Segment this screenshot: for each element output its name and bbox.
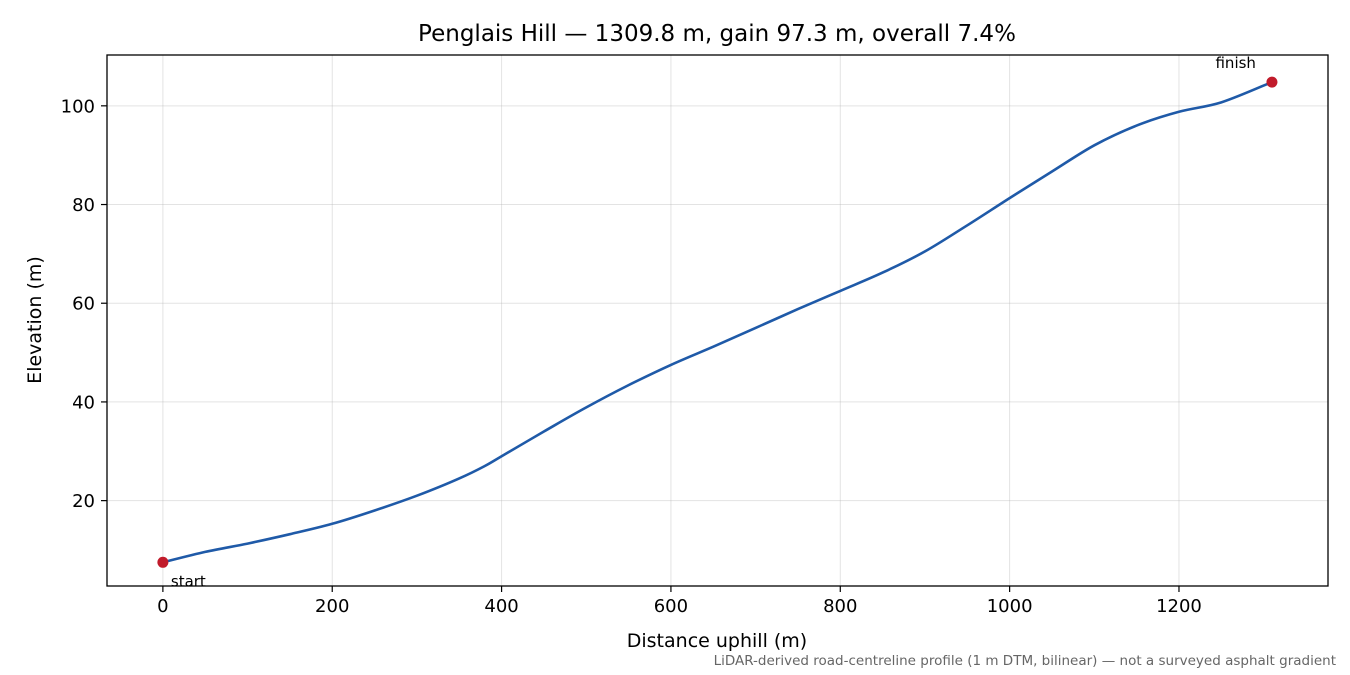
y-tick-label: 20: [72, 491, 95, 512]
x-tick-label: 400: [484, 596, 518, 617]
series-layer: [162, 80, 1273, 564]
start-marker: [157, 556, 169, 568]
axis-ticks: 0 200 400 600 800 1000 1200 20 40 60 80 100: [61, 96, 1202, 617]
elevation-line: [162, 80, 1273, 564]
x-tick-label: 1200: [1156, 596, 1202, 617]
grid-lines: [107, 55, 1328, 586]
finish-marker: [1266, 76, 1278, 88]
x-axis-label: Distance uphill (m): [627, 630, 807, 652]
y-tick-label: 100: [61, 96, 95, 117]
plot-frame: [106, 54, 1329, 587]
y-axis-label: Elevation (m): [24, 256, 46, 384]
x-tick-label: 1000: [987, 596, 1033, 617]
y-tick-label: 80: [72, 195, 95, 216]
x-tick-label: 0: [157, 596, 168, 617]
chart-caption: LiDAR-derived road-centreline profile (1…: [714, 653, 1336, 669]
finish-label: finish: [1215, 54, 1255, 72]
x-tick-label: 600: [654, 596, 688, 617]
y-tick-label: 40: [72, 392, 95, 413]
x-tick-label: 800: [823, 596, 857, 617]
x-tick-label: 200: [315, 596, 349, 617]
chart-title: Penglais Hill — 1309.8 m, gain 97.3 m, o…: [418, 21, 1016, 47]
y-tick-label: 60: [72, 294, 95, 315]
start-label: start: [171, 572, 206, 590]
